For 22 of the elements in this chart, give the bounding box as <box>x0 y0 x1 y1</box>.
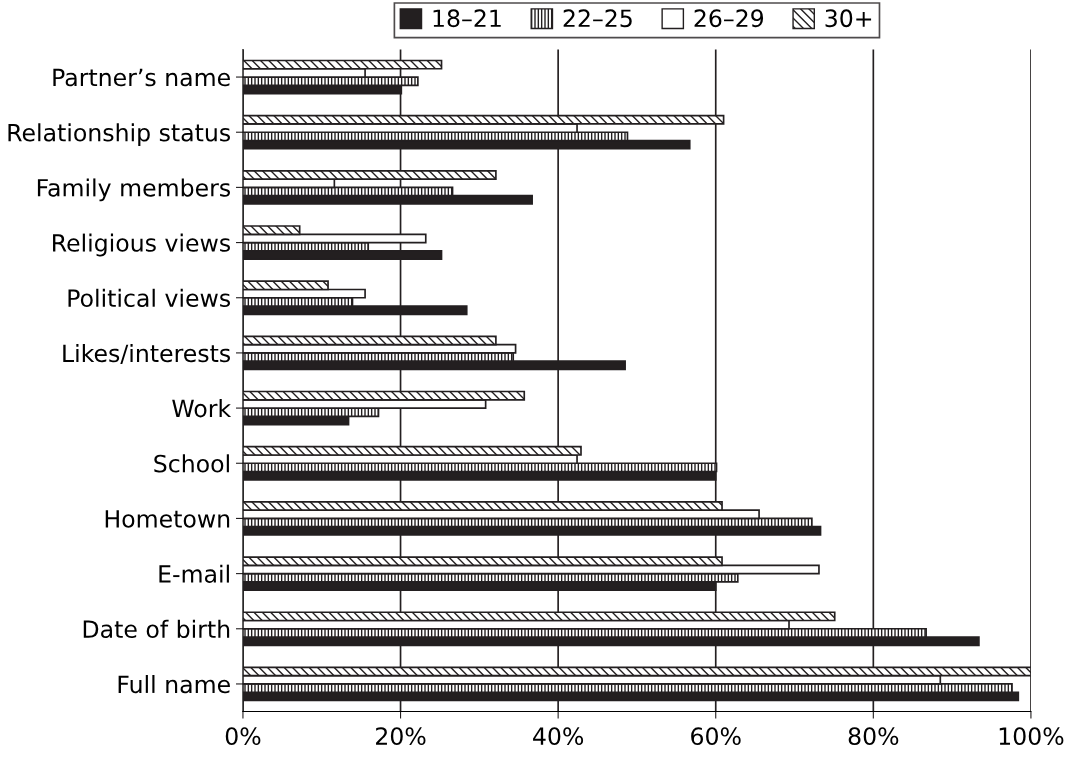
x-tick-label: 80% <box>848 727 899 746</box>
x-tick-label: 100% <box>999 727 1064 746</box>
legend-label: 22–25 <box>563 9 632 28</box>
y-tick-label: Family members <box>37 178 230 202</box>
y-tick-label: Religious views <box>53 233 230 257</box>
y-tick-label: Work <box>172 399 232 418</box>
legend-label: 30+ <box>825 9 872 28</box>
y-tick-label: Likes/interests <box>63 343 230 365</box>
y-tick-label: Date of birth <box>83 619 230 639</box>
y-tick-label: School <box>154 454 229 473</box>
y-tick-label: E-mail <box>159 564 229 583</box>
y-tick-label: Relationship status <box>8 123 230 147</box>
y-tick-label: Full name <box>118 674 230 694</box>
legend-label: 26–29 <box>694 9 764 28</box>
x-tick-label: 60% <box>691 727 741 746</box>
y-tick-label: Hometown <box>105 510 230 528</box>
x-tick-label: 0% <box>225 727 261 746</box>
y-tick-label: Partner’s name <box>53 68 230 87</box>
y-tick-label: Political views <box>68 288 230 308</box>
legend-label: 18–21 <box>433 9 501 28</box>
x-tick-label: 40% <box>533 727 584 746</box>
x-tick-label: 20% <box>376 727 426 746</box>
